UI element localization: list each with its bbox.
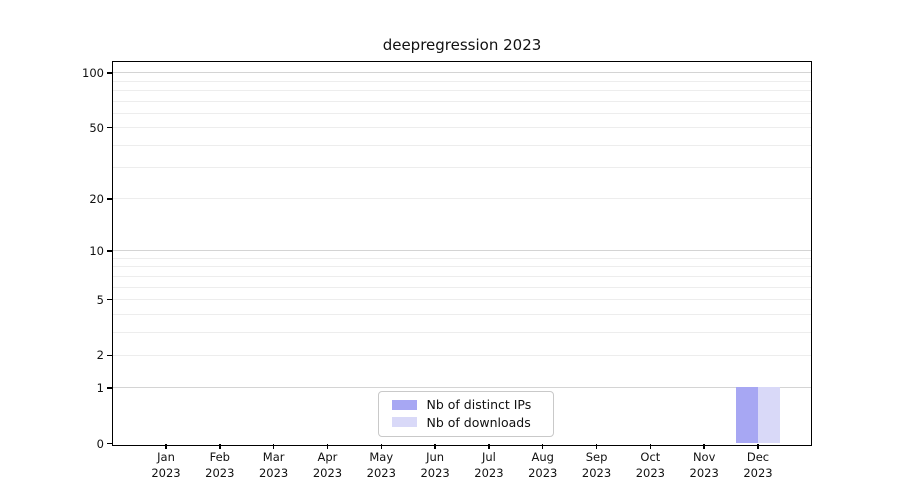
y-tick-label: 1 [96, 380, 104, 395]
x-tick-label: Jan 2023 [151, 450, 181, 480]
bar-downloads [757, 387, 780, 444]
gridline-minor [112, 331, 811, 333]
bar-distinct-ips [735, 387, 758, 444]
y-tick-mark [107, 198, 112, 200]
y-tick-mark [107, 72, 112, 74]
gridline-minor [112, 112, 811, 114]
y-tick-label: 2 [96, 348, 104, 363]
x-tick-label: May 2023 [366, 450, 396, 480]
legend-label-downloads: Nb of downloads [426, 414, 531, 430]
gridline-minor [112, 266, 811, 268]
x-tick-mark [326, 444, 329, 449]
x-tick-label: Jul 2023 [474, 450, 504, 480]
x-tick-mark [757, 444, 759, 449]
legend-swatch-distinct-ips [391, 399, 417, 410]
gridline-minor [112, 313, 811, 315]
plot-area: Nb of distinct IPs Nb of downloads [111, 60, 812, 446]
gridline-minor [112, 198, 811, 200]
legend: Nb of distinct IPs Nb of downloads [377, 390, 554, 437]
legend-swatch-downloads [391, 417, 417, 428]
x-tick-label: Aug 2023 [528, 450, 558, 480]
y-tick-mark [107, 127, 112, 129]
y-tick-label: 0 [96, 436, 104, 451]
gridline-minor [112, 167, 811, 169]
y-tick-label: 20 [89, 191, 104, 206]
x-tick-label: Jun 2023 [420, 450, 450, 480]
gridline-minor [112, 127, 811, 129]
gridline-minor [112, 286, 811, 288]
x-tick-mark [165, 444, 167, 449]
y-tick-label: 10 [89, 243, 104, 258]
legend-entry-downloads: Nb of downloads [391, 414, 545, 430]
x-tick-mark [272, 444, 275, 449]
grid-layer [112, 62, 811, 445]
x-tick-label: Oct 2023 [635, 450, 665, 480]
y-tick-mark [107, 299, 112, 301]
chart-title: deepregression 2023 [382, 36, 542, 54]
x-tick-label: Feb 2023 [205, 450, 235, 480]
x-tick-mark [380, 444, 382, 449]
legend-entry-distinct-ips: Nb of distinct IPs [391, 397, 545, 413]
x-tick-mark [703, 444, 705, 449]
x-tick-mark [595, 444, 598, 449]
gridline-minor [112, 299, 811, 301]
x-tick-label: Dec 2023 [743, 450, 773, 480]
y-tick-label: 5 [96, 292, 104, 307]
y-tick-mark [107, 250, 112, 252]
gridline-minor [112, 258, 811, 259]
x-tick-mark [488, 444, 490, 449]
y-tick-label: 50 [89, 120, 104, 135]
y-tick-mark [107, 354, 112, 357]
x-tick-mark [219, 444, 221, 449]
x-tick-label: Mar 2023 [258, 450, 289, 480]
x-tick-label: Sep 2023 [581, 450, 612, 480]
y-tick-mark [107, 443, 112, 445]
y-tick-label: 100 [82, 65, 104, 80]
x-tick-mark [649, 444, 652, 449]
x-tick-mark [542, 444, 544, 449]
gridline-minor [112, 144, 811, 146]
bars-layer [113, 62, 811, 445]
gridline-major [112, 72, 811, 74]
x-tick-label: Nov 2023 [689, 450, 719, 480]
y-tick-mark [107, 387, 112, 389]
x-tick-label: Apr 2023 [312, 450, 343, 480]
gridline-major [112, 250, 811, 252]
gridline-minor [112, 100, 811, 102]
x-tick-mark [434, 444, 436, 449]
gridline-minor [112, 89, 811, 91]
gridline-minor [112, 80, 811, 82]
gridline-minor [112, 275, 811, 277]
legend-label-distinct-ips: Nb of distinct IPs [426, 397, 532, 413]
gridline-major [112, 387, 811, 389]
gridline-minor [112, 354, 811, 356]
